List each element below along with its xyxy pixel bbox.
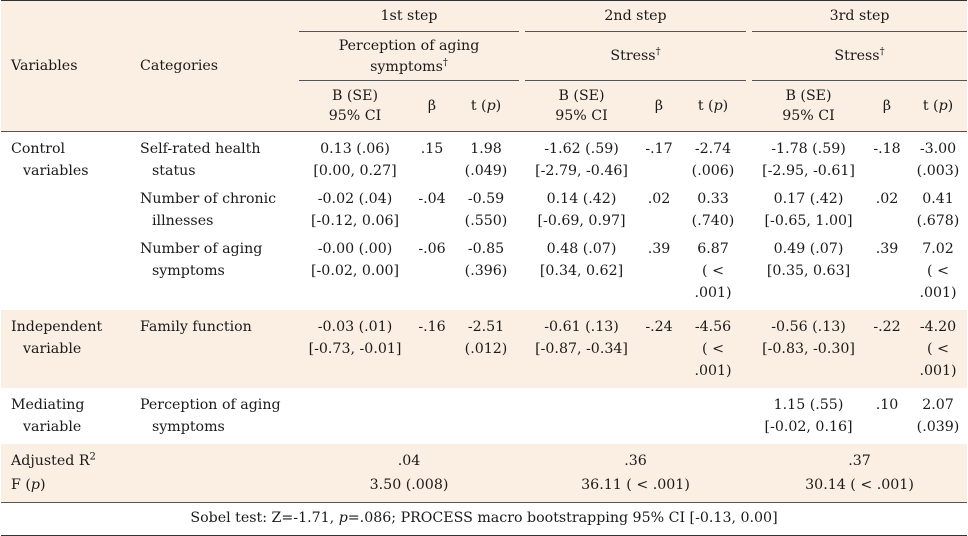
beta-cell: .15 bbox=[420, 140, 444, 157]
header-b-line1: B (SE) bbox=[558, 87, 605, 104]
t-cell: -4.20( < .001) bbox=[919, 318, 957, 379]
b-cell: 1.15 (.55) [-0.02, 0.16] bbox=[764, 396, 853, 435]
header-row-steps: Variables Categories 1st step 2nd step 3… bbox=[1, 0, 968, 131]
t-cell: 2.07 (.039) bbox=[916, 396, 960, 435]
category-cell: Perception of aging symptoms bbox=[140, 396, 281, 435]
f-step3: 30.14 ( < .001) bbox=[805, 476, 914, 493]
header-b-line2: 95% CI bbox=[555, 107, 608, 124]
dagger-mark: † bbox=[442, 57, 448, 69]
sobel-footnote: Sobel test: Z=-1.71, p=.086; PROCESS mac… bbox=[1, 501, 968, 536]
beta-cell: -.22 bbox=[873, 318, 901, 335]
header-variables: Variables bbox=[1, 0, 130, 131]
beta-cell: .39 bbox=[647, 240, 671, 257]
dagger-mark: † bbox=[879, 46, 885, 58]
adjusted-r2-step2: .36 bbox=[624, 452, 647, 469]
adjusted-r2-label: Adjusted R2 bbox=[11, 450, 96, 469]
b-cell: 0.17 (.42) [-0.65, 1.00] bbox=[764, 190, 853, 229]
header-b-line1: B (SE) bbox=[785, 87, 832, 104]
t-cell: -2.74 (.006) bbox=[691, 140, 735, 179]
table-row: Number of aging symptoms -0.00 (.00) [-0.0… bbox=[1, 238, 967, 310]
f-step2: 36.11 ( < .001) bbox=[581, 476, 690, 493]
variable-cell: Mediating variable bbox=[11, 396, 85, 435]
t-cell: -2.51 (.012) bbox=[464, 318, 508, 357]
header-t: t (p) bbox=[922, 97, 954, 114]
b-cell: -0.00 (.00) [-0.02, 0.00] bbox=[310, 240, 400, 279]
header-b-line2: 95% CI bbox=[782, 107, 835, 124]
header-t: t (p) bbox=[697, 97, 729, 114]
header-dv1-line2: symptoms bbox=[370, 59, 443, 75]
adjusted-r2-step1: .04 bbox=[397, 452, 421, 469]
b-cell: -0.56 (.13) [-0.83, -0.30] bbox=[762, 318, 855, 357]
b-cell: -0.61 (.13) [-0.87, -0.34] bbox=[535, 318, 628, 357]
table-row: Independent variable Family function -0.0… bbox=[1, 309, 968, 388]
b-cell: -0.03 (.01) [-0.73, -0.01] bbox=[308, 318, 402, 357]
t-cell: -0.85 (.396) bbox=[464, 240, 508, 279]
b-cell: -1.78 (.59) [-2.95, -0.61] bbox=[762, 140, 855, 179]
b-cell: 0.49 (.07) [0.35, 0.63] bbox=[766, 240, 851, 279]
header-categories: Categories bbox=[130, 0, 299, 131]
beta-cell: .02 bbox=[647, 190, 671, 207]
variable-cell: Independent variable bbox=[11, 318, 103, 357]
beta-cell: .39 bbox=[875, 240, 899, 257]
header-beta: β bbox=[882, 97, 892, 114]
header-dv3-label: Stress bbox=[834, 48, 880, 64]
header-b: B (SE) 95% CI bbox=[299, 81, 411, 131]
t-cell: 1.98 (.049) bbox=[464, 140, 508, 179]
b-cell: -0.02 (.04) [-0.12, 0.06] bbox=[310, 190, 400, 229]
t-cell: -0.59 (.550) bbox=[464, 190, 508, 229]
beta-cell: -.04 bbox=[418, 190, 446, 207]
header-dv2: Stress† bbox=[525, 31, 747, 81]
beta-cell: -.24 bbox=[645, 318, 673, 335]
b-cell: 0.14 (.42) [-0.69, 0.97] bbox=[537, 190, 626, 229]
header-dv1: Perception of aging symptoms† bbox=[299, 31, 520, 81]
beta-cell: -.16 bbox=[418, 318, 446, 335]
category-cell: Family function bbox=[140, 318, 252, 335]
beta-cell: .10 bbox=[875, 396, 899, 413]
category-cell: Self-rated health status bbox=[140, 140, 261, 179]
b-cell: 0.48 (.07) [0.34, 0.62] bbox=[539, 240, 624, 279]
t-cell: 6.87( < .001) bbox=[694, 240, 732, 301]
category-cell: Number of aging symptoms bbox=[140, 240, 263, 279]
table-row: Number of chronic illnesses -0.02 (.04) [-… bbox=[1, 188, 967, 238]
variable-cell: Control variables bbox=[11, 140, 89, 179]
t-cell: 7.02( < .001) bbox=[919, 240, 957, 301]
header-step3: 3rd step bbox=[752, 0, 968, 32]
dagger-mark: † bbox=[655, 46, 661, 58]
beta-cell: -.17 bbox=[645, 140, 673, 157]
header-beta: β bbox=[427, 97, 437, 114]
adjusted-r2-step3: .37 bbox=[848, 452, 871, 469]
f-row: F (p) 3.50 (.008) 36.11 ( < .001) 30.14 … bbox=[1, 471, 968, 502]
b-cell: 0.13 (.06) [0.00, 0.27] bbox=[313, 140, 397, 179]
header-step2: 2nd step bbox=[525, 0, 747, 32]
table-row: Control variables Self-rated health status… bbox=[1, 131, 967, 188]
t-cell: -4.56( < .001) bbox=[694, 318, 732, 379]
beta-cell: .02 bbox=[875, 190, 899, 207]
t-cell: 0.33 (.740) bbox=[691, 190, 735, 229]
footnote-row: Sobel test: Z=-1.71, p=.086; PROCESS mac… bbox=[1, 501, 968, 536]
header-b: B (SE) 95% CI bbox=[525, 81, 638, 131]
header-beta: β bbox=[654, 97, 664, 114]
beta-cell: -.06 bbox=[418, 240, 446, 257]
header-b-line1: B (SE) bbox=[331, 87, 379, 104]
t-cell: 0.41 (.678) bbox=[916, 190, 960, 229]
header-b: B (SE) 95% CI bbox=[752, 81, 865, 131]
adjusted-r2-row: Adjusted R2 .04 .36 .37 bbox=[1, 443, 968, 472]
b-cell: -1.62 (.59) [-2.79, -0.46] bbox=[535, 140, 628, 179]
t-cell: -3.00 (.003) bbox=[916, 140, 960, 179]
header-b-line2: 95% CI bbox=[328, 107, 382, 124]
beta-cell: -.18 bbox=[873, 140, 901, 157]
category-cell: Number of chronic illnesses bbox=[140, 190, 277, 229]
header-dv1-line1: Perception of aging bbox=[338, 38, 480, 54]
header-dv2-label: Stress bbox=[610, 48, 656, 64]
f-label: F (p) bbox=[11, 476, 46, 493]
header-t: t (p) bbox=[470, 97, 502, 114]
f-step1: 3.50 (.008) bbox=[369, 476, 449, 493]
header-dv3: Stress† bbox=[752, 31, 968, 81]
header-row-dv: Perception of aging symptoms† Stress† St… bbox=[1, 31, 968, 81]
header-step1: 1st step bbox=[299, 0, 520, 32]
table-row: Mediating variable Perception of aging sym… bbox=[1, 388, 967, 444]
